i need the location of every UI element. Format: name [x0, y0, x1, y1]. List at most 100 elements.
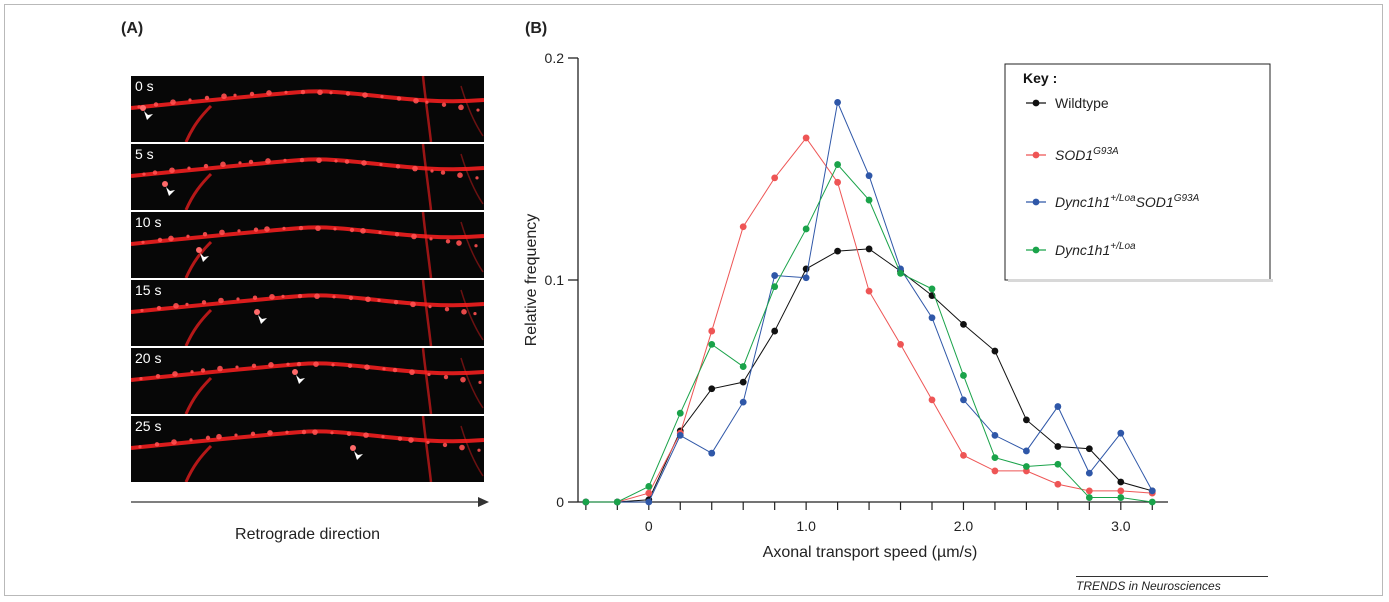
data-point: [1117, 478, 1125, 486]
data-point: [613, 498, 621, 506]
data-point: [1054, 443, 1062, 450]
time-frame: 20 s: [131, 348, 484, 414]
x-tick-label: 1.0: [796, 518, 816, 534]
x-tick-label: 3.0: [1111, 518, 1131, 534]
time-lapse-frames: 0 s 5 s 10 s 15 s 20 s 25 s: [131, 76, 484, 484]
data-point: [834, 161, 841, 168]
time-label: 0 s: [135, 78, 154, 94]
y-tick-label: 0: [556, 494, 564, 510]
data-point: [708, 340, 716, 348]
data-point: [928, 285, 936, 293]
journal-credit: TRENDS in Neurosciences: [1076, 576, 1268, 593]
axon-image: [131, 416, 484, 482]
data-point: [897, 269, 904, 277]
data-point: [1023, 447, 1030, 455]
time-frame: 15 s: [131, 280, 484, 346]
time-frame: 10 s: [131, 212, 484, 278]
legend-marker: [1032, 198, 1040, 206]
data-point: [739, 223, 747, 231]
legend-entry: Dync1h1+/LoaSOD1G93A: [1055, 193, 1200, 210]
data-point: [865, 196, 873, 204]
arrowhead-icon: [144, 111, 153, 120]
data-point: [708, 449, 716, 457]
axon-image: [131, 144, 484, 210]
data-point: [1023, 416, 1030, 424]
legend-entry: Wildtype: [1055, 95, 1109, 111]
legend-title: Key :: [1023, 70, 1057, 86]
data-point: [1054, 460, 1062, 468]
data-point: [865, 287, 873, 295]
legend: Key : Wildtype SOD1G93A Dync1h1+/LoaSOD1G93…: [1004, 63, 1273, 282]
axon-image: [131, 76, 484, 142]
data-point: [928, 314, 936, 322]
data-point: [1117, 494, 1125, 501]
data-point: [676, 409, 684, 417]
data-point: [739, 398, 747, 406]
data-point: [1054, 480, 1062, 488]
arrowhead-icon: [166, 187, 175, 196]
legend-marker: [1032, 99, 1040, 107]
data-point: [1054, 403, 1062, 410]
time-label: 20 s: [135, 350, 162, 366]
data-point: [1023, 463, 1030, 470]
arrowhead-icon: [296, 375, 305, 384]
legend-marker: [1032, 151, 1040, 159]
data-point: [802, 134, 810, 142]
data-point: [645, 483, 653, 490]
axon-image: [131, 280, 484, 346]
legend-marker: [1032, 246, 1040, 254]
time-label: 25 s: [135, 418, 162, 434]
x-tick-label: 2.0: [954, 518, 974, 534]
arrowhead-icon: [258, 315, 267, 324]
data-point: [1148, 498, 1156, 506]
axon-image: [131, 348, 484, 414]
data-point: [1085, 445, 1093, 453]
data-point: [645, 489, 653, 497]
data-point: [771, 283, 779, 291]
data-point: [991, 432, 999, 439]
time-label: 10 s: [135, 214, 162, 230]
data-point: [991, 467, 999, 475]
data-point: [739, 378, 747, 386]
data-point: [771, 272, 779, 279]
data-point: [676, 432, 684, 439]
arrowhead-icon: [354, 451, 363, 460]
data-point: [960, 321, 967, 328]
series-line: [585, 248, 1153, 503]
data-point: [897, 340, 904, 348]
x-tick-label: 0: [645, 518, 653, 534]
axon-image: [131, 212, 484, 278]
data-point: [1117, 429, 1125, 437]
data-point: [708, 327, 716, 335]
data-point: [708, 385, 716, 393]
y-tick-label: 0.1: [545, 272, 565, 288]
data-point: [739, 363, 747, 370]
y-axis-label: Relative frequency: [523, 214, 540, 347]
data-point: [1148, 487, 1156, 495]
data-point: [991, 347, 999, 355]
data-point: [645, 498, 653, 506]
data-point: [1117, 487, 1125, 495]
data-point: [865, 245, 873, 253]
time-frame: 25 s: [131, 416, 484, 482]
data-point: [960, 372, 967, 379]
data-point: [991, 454, 999, 461]
legend-entry: Dync1h1+/Loa: [1055, 241, 1136, 258]
time-frame: 0 s: [131, 76, 484, 142]
legend-entry: SOD1G93A: [1055, 146, 1119, 163]
data-point: [834, 247, 841, 255]
data-point: [865, 172, 873, 180]
data-point: [802, 225, 810, 233]
data-point: [1085, 494, 1093, 501]
data-point: [771, 174, 779, 182]
panel-a-label: (A): [121, 20, 144, 37]
retrograde-arrow-icon: [131, 497, 489, 507]
data-point: [582, 498, 590, 506]
data-point: [928, 396, 936, 404]
data-point: [834, 99, 841, 106]
x-axis-label: Axonal transport speed (µm/s): [763, 544, 978, 561]
data-point: [1085, 469, 1093, 477]
time-label: 5 s: [135, 146, 154, 162]
arrowhead-icon: [200, 253, 209, 262]
